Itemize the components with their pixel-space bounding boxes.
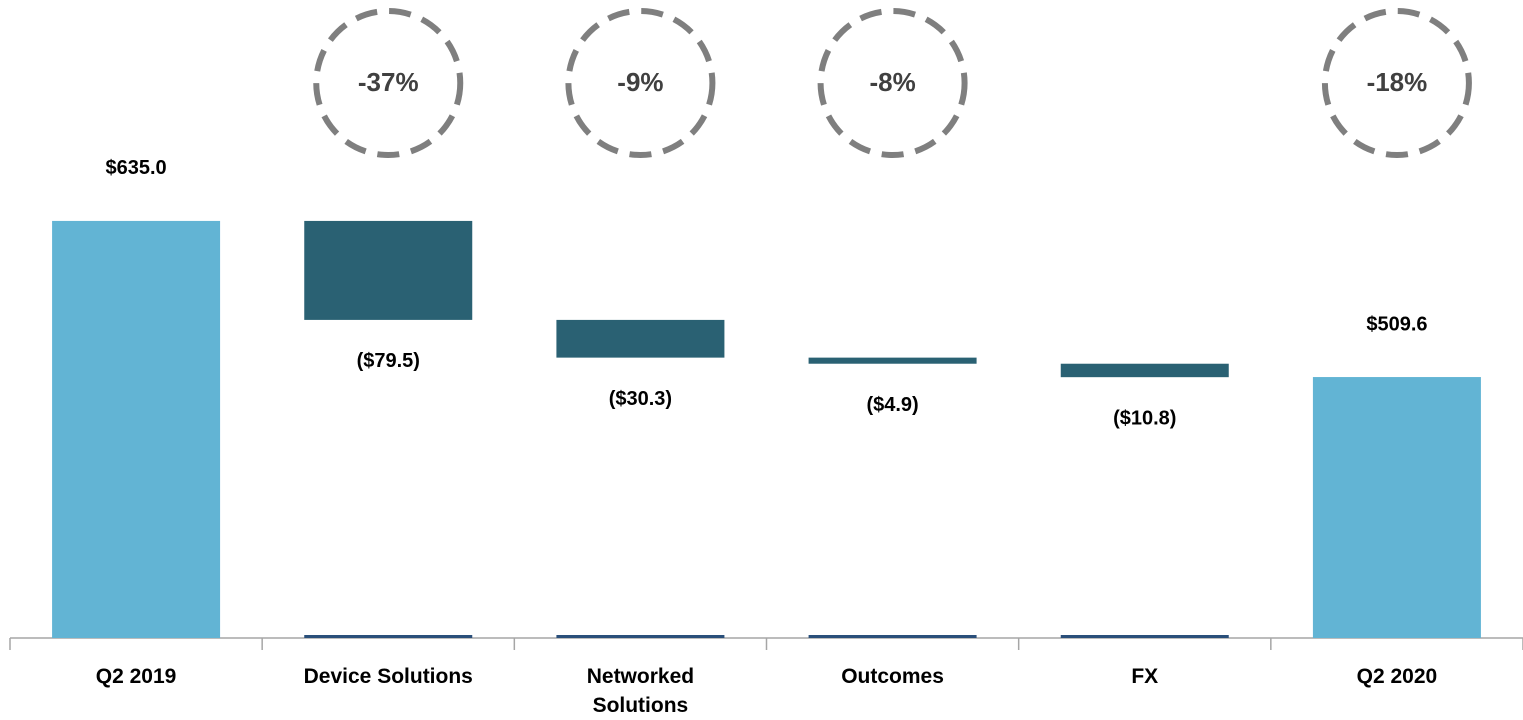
annotation-circle bbox=[1321, 8, 1472, 158]
base-segment bbox=[556, 635, 725, 638]
change-bar bbox=[1060, 363, 1229, 378]
value-label: $509.6 bbox=[1366, 313, 1427, 335]
x-tick-label: Device Solutions bbox=[303, 665, 473, 688]
annotation-circle bbox=[565, 8, 716, 158]
value-label: $635.0 bbox=[105, 157, 166, 179]
annotation-circle bbox=[817, 8, 968, 158]
x-tick-label: Outcomes bbox=[841, 665, 944, 688]
change-bar bbox=[304, 220, 473, 320]
base-segment bbox=[808, 635, 977, 638]
annotation: -8% bbox=[869, 67, 915, 97]
value-label: ($4.9) bbox=[866, 394, 918, 416]
total-bar bbox=[1312, 377, 1481, 638]
x-tick-label: Q2 2020 bbox=[1356, 665, 1438, 688]
value-label: ($30.3) bbox=[609, 388, 672, 410]
annotation-circle bbox=[313, 8, 464, 158]
x-tick-label: Q2 2019 bbox=[95, 665, 177, 688]
change-bar bbox=[808, 357, 977, 364]
x-tick-label: Networked Solutions bbox=[586, 665, 695, 717]
change-bar bbox=[556, 319, 725, 358]
x-tick-label: FX bbox=[1131, 665, 1159, 688]
annotation: -37% bbox=[358, 67, 419, 97]
base-segment bbox=[1060, 635, 1229, 638]
annotation: -9% bbox=[617, 67, 663, 97]
base-segment bbox=[304, 635, 473, 638]
annotation: -18% bbox=[1367, 67, 1428, 97]
total-bar bbox=[52, 220, 221, 639]
value-label: ($10.8) bbox=[1113, 407, 1176, 429]
value-label: ($79.5) bbox=[357, 350, 420, 372]
